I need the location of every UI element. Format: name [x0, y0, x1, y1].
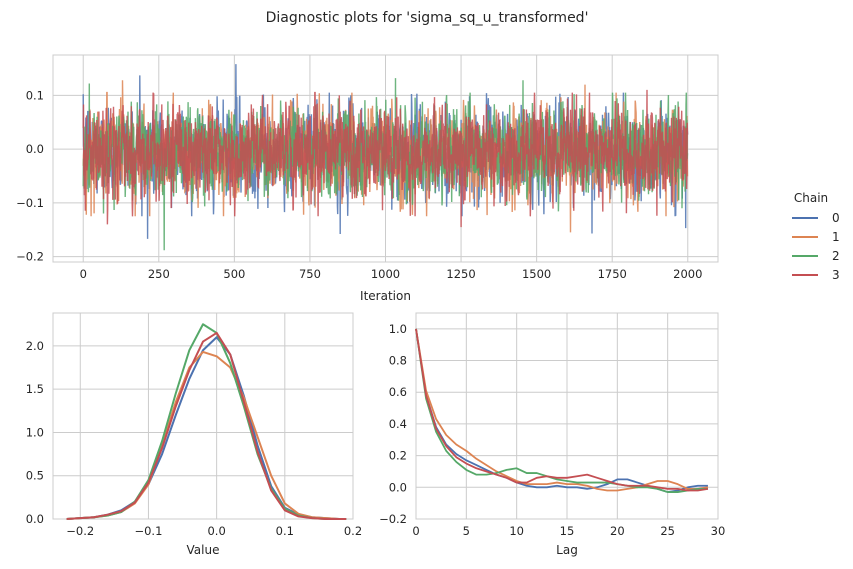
- x-tick-label: 500: [223, 267, 245, 281]
- x-tick-label: 15: [560, 524, 575, 538]
- y-tick-label: 1.5: [26, 382, 44, 396]
- legend-title: Chain: [794, 191, 828, 205]
- x-axis-label: Iteration: [360, 289, 411, 303]
- x-tick-label: 0: [412, 524, 419, 538]
- x-tick-label: 1500: [522, 267, 551, 281]
- x-tick-label: 10: [509, 524, 524, 538]
- series-line-chain-1: [415, 328, 709, 492]
- y-tick-label: 1.0: [389, 322, 407, 336]
- x-tick-label: 250: [148, 267, 170, 281]
- x-axis-label: Value: [187, 543, 220, 557]
- x-tick-label: 1000: [371, 267, 400, 281]
- chain-legend: Chain 0 1 2 3: [792, 191, 840, 282]
- y-tick-label: −0.2: [16, 250, 44, 264]
- series-line-chain-2: [415, 328, 708, 493]
- x-tick-label: 0.1: [276, 524, 294, 538]
- x-tick-label: −0.2: [66, 524, 94, 538]
- x-tick-label: 2000: [673, 267, 702, 281]
- y-tick-label: 0.6: [389, 385, 407, 399]
- x-tick-label: 1750: [598, 267, 627, 281]
- series-line-chain-0: [66, 336, 347, 520]
- x-tick-label: 0.0: [207, 524, 225, 538]
- x-tick-label: 5: [463, 524, 470, 538]
- y-tick-label: 2.0: [26, 339, 44, 353]
- y-tick-label: 0.8: [389, 354, 407, 368]
- x-tick-label: 1250: [446, 267, 475, 281]
- series-line-chain-1: [66, 350, 347, 520]
- series-line-chain-0: [415, 328, 708, 493]
- x-tick-label: −0.1: [134, 524, 162, 538]
- series-line-chain-3: [415, 328, 709, 492]
- y-tick-label: −0.1: [16, 196, 44, 210]
- axes-frame: [52, 54, 719, 263]
- x-tick-label: 20: [610, 524, 625, 538]
- y-tick-label: 1.0: [26, 425, 44, 439]
- y-tick-label: 0.0: [26, 512, 44, 526]
- autocorrelation-plot: 0 5 10 15 20 25 30 −0.2 0.0 0.2 0.4 0.6 0.8 1.0 Lag: [379, 312, 726, 557]
- legend-label-chain-0: 0: [832, 211, 840, 225]
- x-tick-label: 750: [299, 267, 321, 281]
- x-axis-label: Lag: [556, 543, 578, 557]
- y-tick-label: 0.5: [26, 469, 44, 483]
- y-tick-label: 0.2: [389, 449, 407, 463]
- figure-title: Diagnostic plots for 'sigma_sq_u_transfo…: [266, 10, 589, 26]
- axes-frame: [415, 312, 719, 520]
- series-line-chain-3: [66, 331, 347, 520]
- x-tick-label: 30: [711, 524, 726, 538]
- x-tick-label: 25: [660, 524, 675, 538]
- axes-frame: [52, 312, 354, 520]
- density-plot: −0.2 −0.1 0.0 0.1 0.2 0.0 0.5 1.0 1.5 2.0 Value: [26, 312, 362, 557]
- legend-label-chain-2: 2: [832, 249, 840, 263]
- y-tick-label: 0.0: [389, 480, 407, 494]
- legend-label-chain-1: 1: [832, 230, 840, 244]
- y-tick-label: 0.1: [26, 88, 44, 102]
- y-tick-label: −0.2: [379, 512, 407, 526]
- trace-plot: 0 250 500 750 1000 1250 1500 1750 2000 0.1 0.0 −0.1…: [16, 54, 719, 303]
- y-tick-label: 0.4: [389, 417, 407, 431]
- trace-line-chain-3: [82, 89, 689, 228]
- x-tick-label: 0: [80, 267, 87, 281]
- legend-label-chain-3: 3: [832, 268, 840, 282]
- y-tick-label: 0.0: [26, 142, 44, 156]
- x-tick-label: 0.2: [344, 524, 362, 538]
